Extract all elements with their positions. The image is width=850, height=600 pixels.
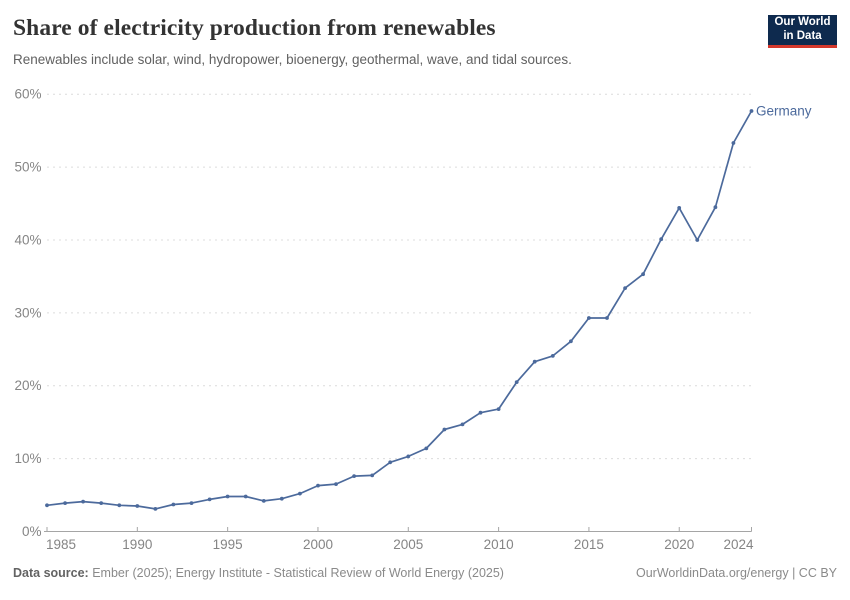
data-point [171, 502, 176, 507]
x-tick-label: 2015 [574, 537, 604, 552]
chart-subtitle: Renewables include solar, wind, hydropow… [13, 52, 572, 67]
y-tick-label: 0% [22, 524, 42, 539]
data-point [442, 427, 447, 432]
series-label-germany[interactable]: Germany [756, 104, 812, 119]
data-point [117, 503, 122, 508]
data-point [261, 499, 266, 503]
x-tick-label: 1995 [213, 537, 243, 552]
data-point [225, 494, 230, 499]
data-source-note: Data source: Ember (2025); Energy Instit… [13, 566, 504, 580]
data-point [731, 141, 736, 145]
y-tick-label: 30% [14, 305, 41, 320]
data-point [316, 483, 320, 488]
data-point [460, 422, 465, 427]
data-point [496, 407, 501, 411]
data-point [677, 206, 682, 210]
attribution-link[interactable]: OurWorldinData.org/energy | CC BY [635, 566, 837, 580]
data-point [406, 454, 411, 459]
y-tick-label: 10% [14, 451, 41, 466]
x-tick-label: 2005 [393, 537, 423, 552]
x-tick-label: 2010 [484, 537, 514, 552]
data-point [623, 286, 627, 290]
data-point [749, 109, 754, 113]
x-tick-label: 2020 [664, 537, 694, 552]
y-tick-label: 60% [14, 87, 41, 102]
data-point [388, 460, 393, 465]
data-point [713, 205, 718, 210]
chart-footer: Data source: Ember (2025); Energy Instit… [13, 566, 837, 580]
data-point [478, 410, 483, 415]
data-point [81, 499, 85, 504]
data-point [243, 494, 248, 499]
data-point [569, 339, 573, 344]
data-point [63, 501, 67, 505]
data-point [99, 501, 104, 505]
x-tick-label: 2000 [303, 537, 333, 552]
page-title: Share of electricity production from ren… [13, 15, 496, 41]
owid-logo-line2: in Data [783, 30, 822, 42]
data-source-label: Data source: [13, 566, 89, 580]
series-line-germany[interactable] [46, 110, 753, 510]
owid-logo[interactable]: Our World in Data [768, 15, 837, 48]
data-point [189, 501, 194, 505]
data-point [424, 446, 429, 451]
data-point [695, 238, 700, 242]
data-point [279, 496, 284, 501]
data-point [532, 359, 537, 364]
x-tick-label: 1985 [46, 537, 76, 552]
data-point [514, 380, 519, 384]
data-point [659, 237, 664, 242]
data-point [641, 272, 645, 277]
owid-logo-line1: Our World [774, 16, 831, 29]
y-tick-label: 40% [14, 232, 41, 247]
x-tick-label: 1990 [122, 537, 152, 552]
y-tick-label: 50% [14, 160, 41, 175]
data-point [298, 491, 302, 496]
data-point [587, 316, 591, 320]
y-tick-label: 20% [14, 378, 41, 393]
data-point [207, 497, 212, 502]
data-point [370, 473, 375, 478]
data-point [45, 503, 49, 508]
data-point [352, 474, 356, 478]
data-point [135, 504, 140, 508]
data-point [605, 316, 609, 320]
x-tick-label: 2024 [723, 537, 754, 552]
data-point [550, 354, 555, 358]
data-source-text: Ember (2025); Energy Institute - Statist… [88, 566, 504, 580]
data-point [153, 507, 158, 511]
data-point [334, 482, 338, 486]
